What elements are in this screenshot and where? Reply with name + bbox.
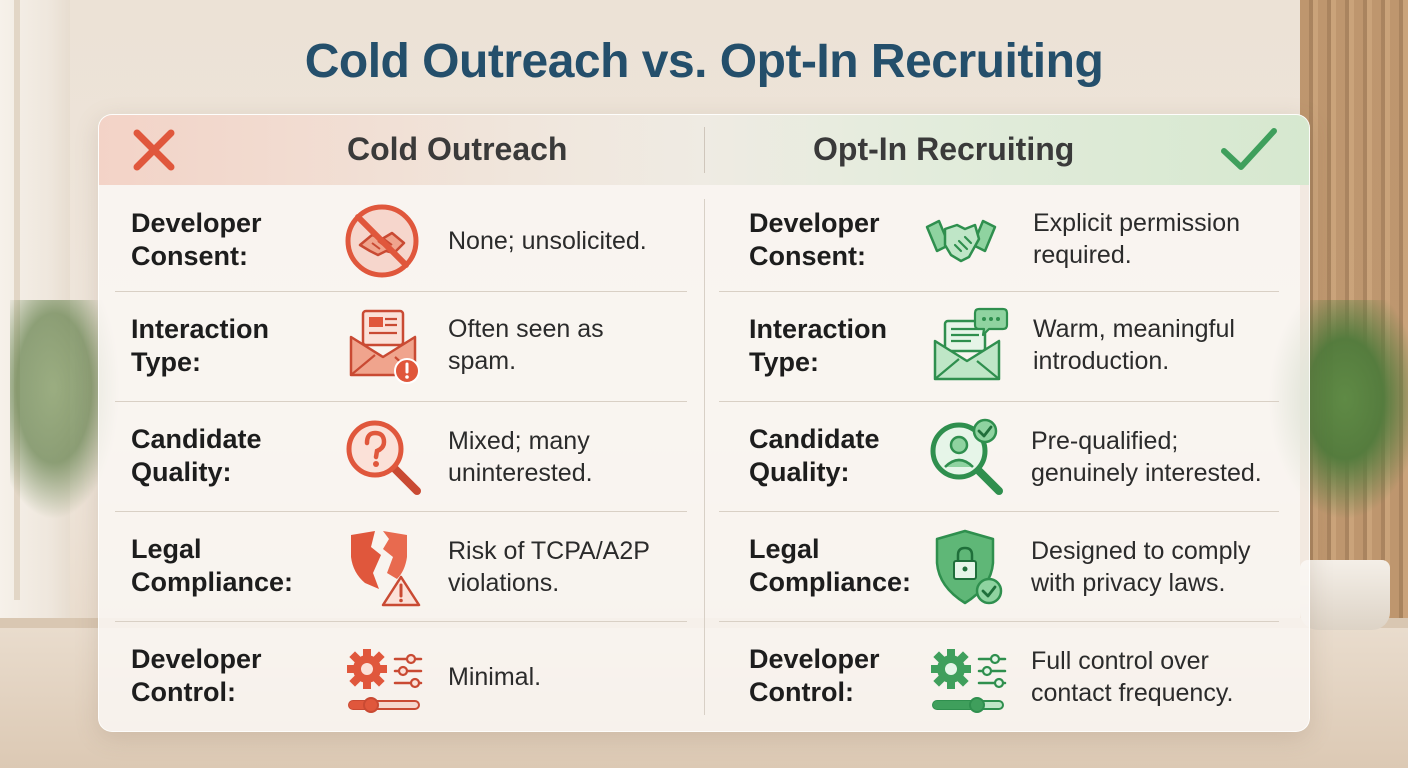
- x-mark-icon: [133, 129, 175, 171]
- text-line: Warm, meaningful: [1033, 315, 1235, 343]
- row-label-developer-consent-left: Developer Consent:: [131, 207, 262, 273]
- row-label-interaction-type-right: Interaction Type:: [749, 313, 887, 379]
- text-line: None; unsolicited.: [448, 227, 647, 255]
- label-line: Consent:: [749, 241, 866, 271]
- label-line: Compliance:: [131, 567, 294, 597]
- cold-legal-text: Risk of TCPA/A2P violations.: [448, 535, 650, 599]
- text-line: Minimal.: [448, 663, 542, 691]
- row-separator: [719, 401, 1279, 402]
- text-line: contact frequency.: [1031, 679, 1234, 707]
- gear-sliders-icon: [347, 649, 423, 713]
- column-title-cold-outreach: Cold Outreach: [347, 131, 568, 167]
- broken-shield-warning-icon: [351, 531, 421, 607]
- page-title: Cold Outreach vs. Opt-In Recruiting: [304, 35, 1104, 88]
- optin-interaction-text: Warm, meaningful introduction.: [1033, 313, 1235, 377]
- label-line: Developer: [131, 644, 262, 674]
- question-magnifier-icon: [346, 420, 421, 495]
- label-line: Developer: [131, 208, 262, 238]
- comparison-card: Cold Outreach Opt-In Recruiting Develope…: [98, 114, 1310, 732]
- label-line: Developer: [749, 644, 880, 674]
- text-line: violations.: [448, 569, 560, 597]
- row-label-candidate-quality-left: Candidate Quality:: [131, 423, 262, 489]
- label-line: Candidate: [131, 424, 262, 454]
- header-divider: [704, 127, 705, 173]
- no-handshake-icon: [345, 204, 419, 278]
- label-line: Candidate: [749, 424, 880, 454]
- label-line: Interaction: [131, 314, 270, 344]
- cold-control-text: Minimal.: [448, 661, 541, 693]
- row-separator: [115, 511, 687, 512]
- text-line: genuinely interested.: [1031, 459, 1262, 487]
- label-line: Type:: [749, 347, 820, 377]
- row-separator: [719, 511, 1279, 512]
- text-line: Designed to comply: [1031, 537, 1251, 565]
- optin-consent-text: Explicit permission required.: [1033, 207, 1240, 271]
- text-line: Risk of TCPA/A2P: [448, 537, 650, 565]
- row-separator: [115, 291, 687, 292]
- label-line: Quality:: [749, 457, 850, 487]
- row-label-developer-control-right: Developer Control:: [749, 643, 880, 709]
- row-label-developer-consent-right: Developer Consent:: [749, 207, 880, 273]
- cold-interaction-text: Often seen as spam.: [448, 313, 604, 377]
- person-magnifier-check-icon: [930, 418, 1003, 495]
- text-line: Full control over: [1031, 647, 1209, 675]
- text-line: spam.: [448, 347, 517, 375]
- label-line: Legal: [131, 534, 202, 564]
- row-label-legal-compliance-left: Legal Compliance:: [131, 533, 293, 599]
- label-line: Control:: [131, 677, 236, 707]
- background-pot: [1300, 560, 1390, 630]
- text-line: Explicit permission: [1033, 209, 1241, 237]
- text-line: Pre-qualified;: [1031, 427, 1179, 455]
- row-label-candidate-quality-right: Candidate Quality:: [749, 423, 880, 489]
- column-divider: [704, 199, 705, 715]
- label-line: Developer: [749, 208, 880, 238]
- text-line: uninterested.: [448, 459, 593, 487]
- label-line: Control:: [749, 677, 854, 707]
- text-line: Mixed; many: [448, 427, 590, 455]
- row-label-legal-compliance-right: Legal Compliance:: [749, 533, 911, 599]
- row-separator: [719, 291, 1279, 292]
- text-line: Often seen as: [448, 315, 604, 343]
- row-separator: [719, 621, 1279, 622]
- label-line: Legal: [749, 534, 820, 564]
- optin-control-text: Full control over contact frequency.: [1031, 645, 1233, 709]
- lock-shield-check-icon: [935, 529, 1003, 605]
- row-label-developer-control-left: Developer Control:: [131, 643, 262, 709]
- comparison-header: Cold Outreach Opt-In Recruiting: [99, 115, 1309, 185]
- optin-legal-text: Designed to comply with privacy laws.: [1031, 535, 1251, 599]
- text-line: with privacy laws.: [1031, 569, 1226, 597]
- label-line: Quality:: [131, 457, 232, 487]
- row-label-interaction-type-left: Interaction Type:: [131, 313, 269, 379]
- row-separator: [115, 621, 687, 622]
- cold-consent-text: None; unsolicited.: [448, 225, 647, 257]
- label-line: Compliance:: [749, 567, 912, 597]
- text-line: introduction.: [1033, 347, 1170, 375]
- row-separator: [115, 401, 687, 402]
- check-mark-icon: [1221, 128, 1277, 170]
- label-line: Consent:: [131, 241, 248, 271]
- text-line: required.: [1033, 241, 1132, 269]
- label-line: Type:: [131, 347, 202, 377]
- handshake-icon: [925, 219, 997, 263]
- column-title-opt-in: Opt-In Recruiting: [813, 131, 1075, 167]
- envelope-warning-icon: [349, 309, 420, 384]
- label-line: Interaction: [749, 314, 888, 344]
- optin-quality-text: Pre-qualified; genuinely interested.: [1031, 425, 1262, 489]
- envelope-chat-icon: [933, 307, 1009, 381]
- cold-quality-text: Mixed; many uninterested.: [448, 425, 593, 489]
- gear-sliders-icon: [931, 649, 1007, 713]
